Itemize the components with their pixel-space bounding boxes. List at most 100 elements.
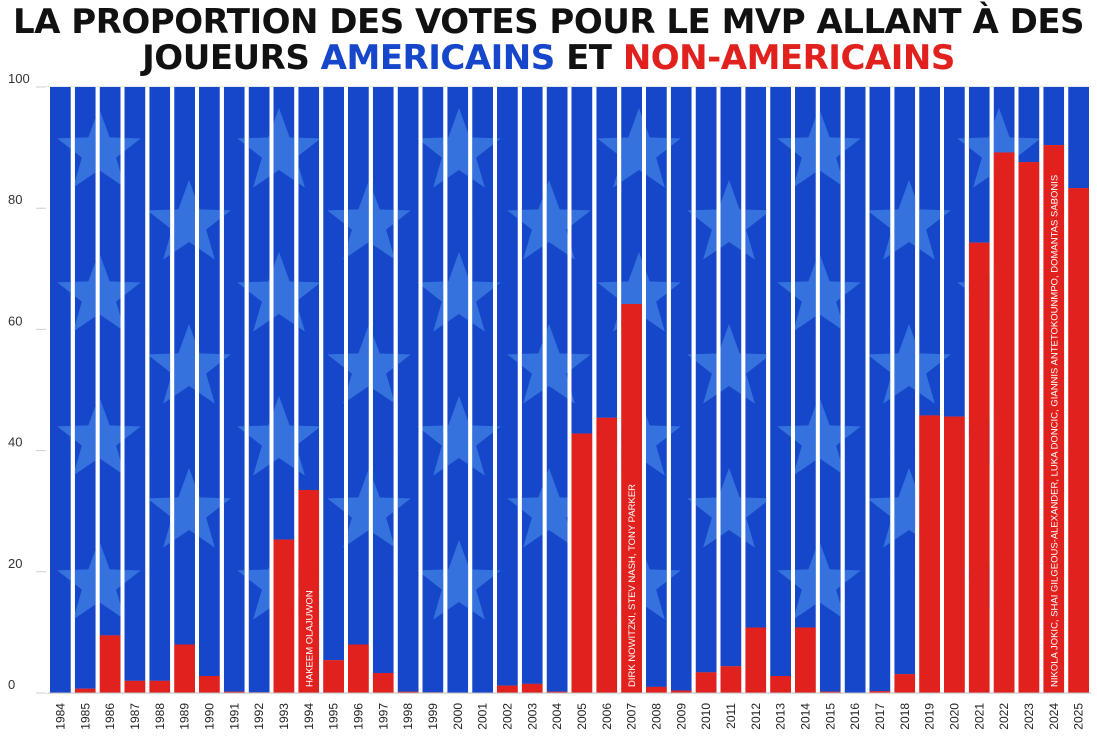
bar-non-american-overlay	[894, 674, 916, 693]
bar-gap	[1039, 87, 1044, 693]
bar-american	[968, 87, 990, 243]
x-tick-label: 2004	[550, 703, 564, 730]
bar-american	[869, 87, 891, 692]
bar-non-american-overlay	[372, 673, 394, 693]
bar-american	[1043, 87, 1065, 146]
x-tick-label: 2008	[649, 703, 663, 730]
bar-non-american-overlay	[993, 152, 1015, 693]
bar-non-american-overlay	[646, 686, 667, 693]
x-tick-label: 2016	[848, 703, 862, 730]
bar-gap	[542, 87, 547, 693]
bar-american	[819, 87, 841, 692]
x-tick-label: 1996	[351, 703, 365, 730]
bar-non-american-overlay	[944, 416, 965, 693]
stars-layer	[46, 87, 1093, 694]
bar-gap	[244, 87, 249, 693]
bar-non-american-overlay	[621, 303, 642, 693]
x-tick-label: 1985	[78, 703, 92, 730]
bar-non-american-overlay	[124, 680, 146, 693]
bar-non-american-overlay	[695, 672, 717, 693]
title-line-1: LA PROPORTION DES VOTES POUR LE MVP ALLA…	[12, 2, 1085, 42]
y-tick-label: 80	[8, 192, 22, 207]
title-americans: AMERICAINS	[320, 38, 556, 78]
bar-american	[124, 87, 146, 681]
bar-american	[149, 87, 171, 681]
bar-gap	[617, 87, 622, 693]
bar-gap	[269, 87, 274, 693]
star-icon	[417, 540, 501, 620]
bar-non-american-overlay	[199, 676, 220, 693]
bar-gap	[418, 87, 423, 693]
bar-gap	[368, 87, 373, 693]
star-icon	[417, 396, 501, 476]
bar-non-american-overlay	[546, 691, 568, 693]
bar-gap	[294, 87, 299, 693]
x-tick-label: 2010	[699, 703, 713, 730]
x-tick-label: 2012	[749, 703, 763, 730]
x-tick-label: 1987	[128, 703, 142, 730]
x-tick-label: 2022	[997, 703, 1011, 730]
x-tick-label: 1992	[252, 703, 266, 730]
x-tick-label: 2009	[674, 703, 688, 730]
bar-gap	[766, 87, 771, 693]
bar-non-american-overlay	[819, 691, 841, 693]
bar-gap	[195, 87, 199, 693]
star-icon	[147, 180, 231, 260]
x-tick-label: 2001	[476, 703, 490, 730]
bar-gap	[716, 87, 721, 693]
x-tick-label: 1984	[53, 703, 67, 730]
y-tick-label: 100	[8, 71, 30, 86]
star-icon	[237, 252, 321, 332]
x-tick-label: 2007	[625, 703, 639, 730]
bar-non-american-overlay	[1068, 188, 1089, 693]
x-tick-label: 2011	[724, 703, 738, 729]
bar-non-american-overlay	[720, 666, 742, 693]
bar-gap	[145, 87, 150, 693]
star-icon	[687, 324, 771, 404]
x-tick-label: 1993	[277, 703, 291, 730]
bar-non-american-overlay	[99, 635, 121, 693]
bar-american	[397, 87, 419, 692]
x-tick-label: 2014	[798, 703, 812, 730]
star-icon	[687, 468, 771, 548]
x-tick-label: 2021	[972, 703, 986, 730]
bar-gap	[344, 87, 348, 693]
star-icon	[147, 468, 231, 548]
bar-non-american-overlay	[273, 539, 295, 693]
star-icon	[507, 180, 591, 260]
bar-gap	[815, 87, 820, 693]
star-icon	[507, 324, 591, 404]
bar-gap	[666, 87, 671, 693]
x-tick-label: 1991	[227, 703, 241, 730]
chart-title: LA PROPORTION DES VOTES POUR LE MVP ALLA…	[0, 4, 1097, 76]
bar-american	[596, 87, 618, 418]
y-tick-label: 60	[8, 313, 22, 328]
bar-non-american-overlay	[521, 683, 543, 693]
bar-gap	[95, 87, 100, 693]
bar-gap	[890, 87, 895, 693]
bar-annotation: NIKOLA JOKIC, SHAI GILGEOUS-ALEXANDER, L…	[1049, 175, 1060, 687]
y-tick-label: 20	[8, 556, 22, 571]
bar-gap	[1014, 87, 1019, 693]
bar-gap	[46, 87, 50, 693]
star-icon	[957, 108, 1041, 188]
bar-annotation: DIRK NOWITZKI, STEV NASH, TONY PARKER	[627, 484, 638, 687]
bar-gap	[691, 87, 696, 693]
x-tick-label: 2023	[1022, 703, 1036, 730]
bar-gap	[219, 87, 224, 693]
star-icon	[597, 252, 681, 332]
x-tick-label: 2019	[923, 703, 937, 730]
bar-gap	[964, 87, 969, 693]
x-tick-label: 2015	[823, 703, 837, 730]
bar-american	[646, 87, 667, 687]
bar-gap	[567, 87, 572, 693]
bar-gap	[741, 87, 746, 693]
bar-non-american-overlay	[397, 691, 419, 693]
bar-gap	[517, 87, 522, 693]
bar-non-american-overlay	[348, 644, 369, 693]
bar-non-american-overlay	[323, 660, 344, 693]
star-icon	[147, 324, 231, 404]
x-tick-label: 2013	[774, 703, 788, 730]
bar-american	[571, 87, 593, 434]
